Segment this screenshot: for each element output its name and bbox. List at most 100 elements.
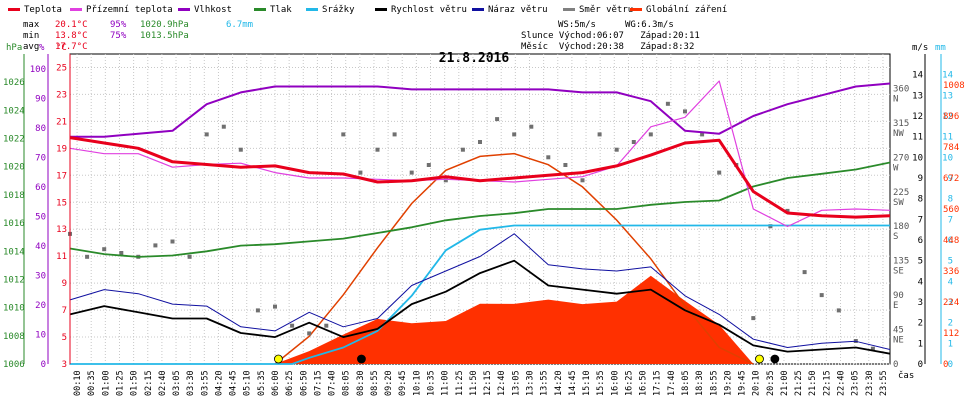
wind-direction-point bbox=[563, 163, 568, 167]
x-tick: 02:40 bbox=[158, 370, 168, 396]
wind-direction-point bbox=[802, 270, 807, 275]
stat-max-press: 1020.9hPa bbox=[140, 20, 189, 30]
x-tick: 03:30 bbox=[186, 370, 196, 396]
pressure-tick: 1010 bbox=[3, 304, 25, 314]
x-tick: 23:55 bbox=[879, 370, 889, 396]
wind-direction-point bbox=[751, 316, 756, 321]
wind-dir-tick: 225 bbox=[893, 188, 909, 198]
legend-swatch-2 bbox=[178, 8, 190, 11]
humidity-tick: 90 bbox=[35, 94, 46, 104]
x-tick: 21:00 bbox=[780, 370, 790, 396]
x-tick: 02:15 bbox=[144, 370, 154, 396]
wind-direction-point bbox=[683, 109, 687, 114]
x-tick: 10:10 bbox=[412, 370, 422, 396]
humidity-tick: 10 bbox=[35, 330, 46, 340]
radiation-area bbox=[70, 275, 890, 364]
wind-speed-tick: 13 bbox=[912, 91, 923, 101]
x-tick: 04:45 bbox=[229, 370, 239, 396]
stat-avg-temp: 17.7°C bbox=[55, 42, 88, 52]
legend-swatch-1 bbox=[70, 8, 82, 11]
wind-direction-point bbox=[580, 178, 585, 183]
x-tick: 11:50 bbox=[469, 370, 479, 396]
wind-info-sun: Slunce Východ:06:07 Západ:20:11 bbox=[521, 31, 700, 41]
wind-dir-tick: 135 bbox=[893, 257, 909, 267]
wind-dir-tick-label: W bbox=[893, 163, 899, 173]
wind-direction-point bbox=[153, 243, 158, 248]
stat-min-press: 1013.5hPa bbox=[140, 31, 189, 41]
wind-speed-tick: 11 bbox=[912, 133, 923, 143]
stat-min-temp: 13.8°C bbox=[55, 31, 88, 41]
axes: hPa1006100810101012101410161018102010221… bbox=[3, 43, 965, 396]
x-tick: 12:40 bbox=[497, 370, 507, 396]
temperature-tick: 23 bbox=[56, 90, 67, 100]
legend-label-4: Srážky bbox=[322, 5, 355, 15]
radiation-tick: 672 bbox=[943, 174, 959, 184]
wind-speed-axis-unit: m/s bbox=[912, 43, 928, 53]
wind-speed-tick: 6 bbox=[918, 236, 923, 246]
marker-moonrise bbox=[770, 354, 780, 364]
x-tick: 14:45 bbox=[568, 370, 578, 396]
temperature-tick: 21 bbox=[56, 117, 67, 127]
wind-info-panel: WS:5m/s WG:6.3m/s Slunce Východ:06:07 Zá… bbox=[521, 20, 700, 52]
wind-info-ws: WS:5m/s bbox=[558, 20, 596, 30]
x-tick: 01:25 bbox=[115, 370, 125, 396]
legend-label-2: Vlhkost bbox=[194, 5, 232, 15]
x-tick: 01:50 bbox=[130, 370, 140, 396]
wind-direction-point bbox=[341, 132, 346, 137]
x-tick: 20:35 bbox=[766, 370, 776, 396]
wind-direction-point bbox=[460, 147, 465, 152]
stat-min-label: min bbox=[23, 31, 39, 41]
wind-speed-tick: 10 bbox=[912, 153, 923, 163]
series-line-teplota bbox=[69, 136, 891, 219]
wind-speed-tick: 1 bbox=[918, 339, 923, 349]
legend-swatch-5 bbox=[375, 8, 387, 11]
pressure-tick: 1016 bbox=[3, 219, 25, 229]
wind-direction-point bbox=[495, 117, 500, 122]
radiation-tick: 112 bbox=[943, 329, 959, 339]
chart-title: 21.8.2016 bbox=[439, 51, 510, 66]
legend-swatch-0 bbox=[8, 8, 20, 11]
humidity-axis-unit: % bbox=[39, 43, 45, 53]
x-tick: 03:55 bbox=[200, 370, 210, 396]
wind-direction-point bbox=[546, 155, 551, 160]
rain-tick: 5 bbox=[948, 257, 953, 267]
legend-label-1: Přízemní teplota bbox=[86, 5, 173, 15]
wind-info-moon: Měsíc Východ:20:38 Západ:8:32 bbox=[521, 42, 694, 52]
x-tick: 08:05 bbox=[342, 370, 352, 396]
rain-tick: 4 bbox=[948, 277, 953, 287]
series-line-sr-ky bbox=[70, 224, 890, 365]
radiation-tick: 224 bbox=[943, 298, 959, 308]
x-tick: 23:30 bbox=[865, 370, 875, 396]
radiation-tick: 448 bbox=[943, 236, 959, 246]
temperature-tick: 3 bbox=[62, 360, 67, 370]
rain-tick: 7 bbox=[948, 215, 953, 225]
x-tick: 17:15 bbox=[653, 370, 663, 396]
radiation-tick: 336 bbox=[943, 267, 959, 277]
series-line-tlak bbox=[69, 161, 891, 258]
stat-max-temp: 20.1°C bbox=[55, 20, 88, 30]
x-tick: 13:05 bbox=[511, 370, 521, 396]
wind-direction-point bbox=[375, 147, 380, 152]
humidity-tick: 70 bbox=[35, 153, 46, 163]
wind-direction-point bbox=[631, 140, 636, 144]
wind-dir-tick-label: NE bbox=[893, 336, 904, 346]
wind-dir-tick: 180 bbox=[893, 222, 909, 232]
rain-tick: 11 bbox=[942, 133, 953, 143]
wind-dir-tick-label: SE bbox=[893, 267, 904, 277]
temperature-tick: 11 bbox=[56, 252, 67, 262]
marker-moonset bbox=[357, 354, 366, 364]
radiation-tick: 1008 bbox=[943, 81, 965, 91]
stat-min-hum: 75% bbox=[110, 31, 127, 41]
wind-speed-tick: 8 bbox=[918, 195, 923, 205]
x-tick: 09:45 bbox=[398, 370, 408, 396]
wind-direction-point bbox=[512, 132, 517, 137]
x-tick: 05:35 bbox=[257, 370, 267, 396]
legend-label-0: Teplota bbox=[24, 5, 62, 15]
humidity-tick: 60 bbox=[35, 183, 46, 193]
rain-tick: 3 bbox=[948, 298, 953, 308]
wind-direction-point bbox=[170, 239, 175, 244]
temperature-tick: 7 bbox=[62, 306, 67, 316]
legend-swatch-4 bbox=[306, 8, 318, 11]
